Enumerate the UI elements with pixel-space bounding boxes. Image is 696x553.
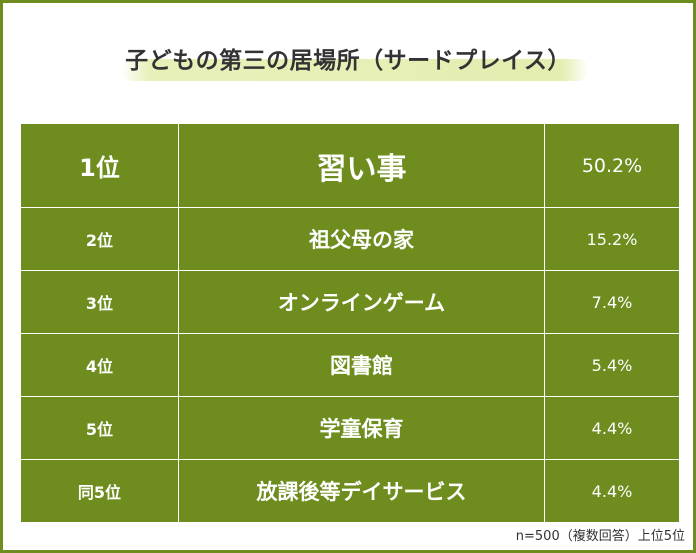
item-cell: オンラインゲーム	[178, 270, 545, 334]
item-cell: 放課後等デイサービス	[178, 459, 545, 523]
title-area: 子どもの第三の居場所（サードプレイス）	[3, 39, 693, 83]
rank-cell: 同5位	[20, 459, 179, 523]
item-cell: 習い事	[178, 123, 545, 208]
percent-cell: 4.4%	[544, 459, 680, 523]
ranking-table: 1位 習い事 50.2% 2位 祖父母の家 15.2% 3位 オンラインゲーム …	[20, 123, 680, 523]
item-cell: 祖父母の家	[178, 207, 545, 271]
rank-cell: 5位	[20, 396, 179, 460]
rank-cell: 3位	[20, 270, 179, 334]
item-cell: 学童保育	[178, 396, 545, 460]
page-title: 子どもの第三の居場所（サードプレイス）	[125, 48, 571, 74]
percent-cell: 15.2%	[544, 207, 680, 271]
table-row: 4位 図書館 5.4%	[20, 333, 680, 397]
table-row: 1位 習い事 50.2%	[20, 123, 680, 208]
percent-cell: 5.4%	[544, 333, 680, 397]
percent-cell: 50.2%	[544, 123, 680, 208]
percent-cell: 7.4%	[544, 270, 680, 334]
table-row: 2位 祖父母の家 15.2%	[20, 207, 680, 271]
rank-cell: 1位	[20, 123, 179, 208]
title-highlight	[121, 59, 589, 81]
sample-footnote: n=500（複数回答）上位5位	[515, 529, 685, 544]
rank-cell: 2位	[20, 207, 179, 271]
item-cell: 図書館	[178, 333, 545, 397]
table-row: 同5位 放課後等デイサービス 4.4%	[20, 459, 680, 523]
rank-cell: 4位	[20, 333, 179, 397]
table-row: 5位 学童保育 4.4%	[20, 396, 680, 460]
table-row: 3位 オンラインゲーム 7.4%	[20, 270, 680, 334]
percent-cell: 4.4%	[544, 396, 680, 460]
